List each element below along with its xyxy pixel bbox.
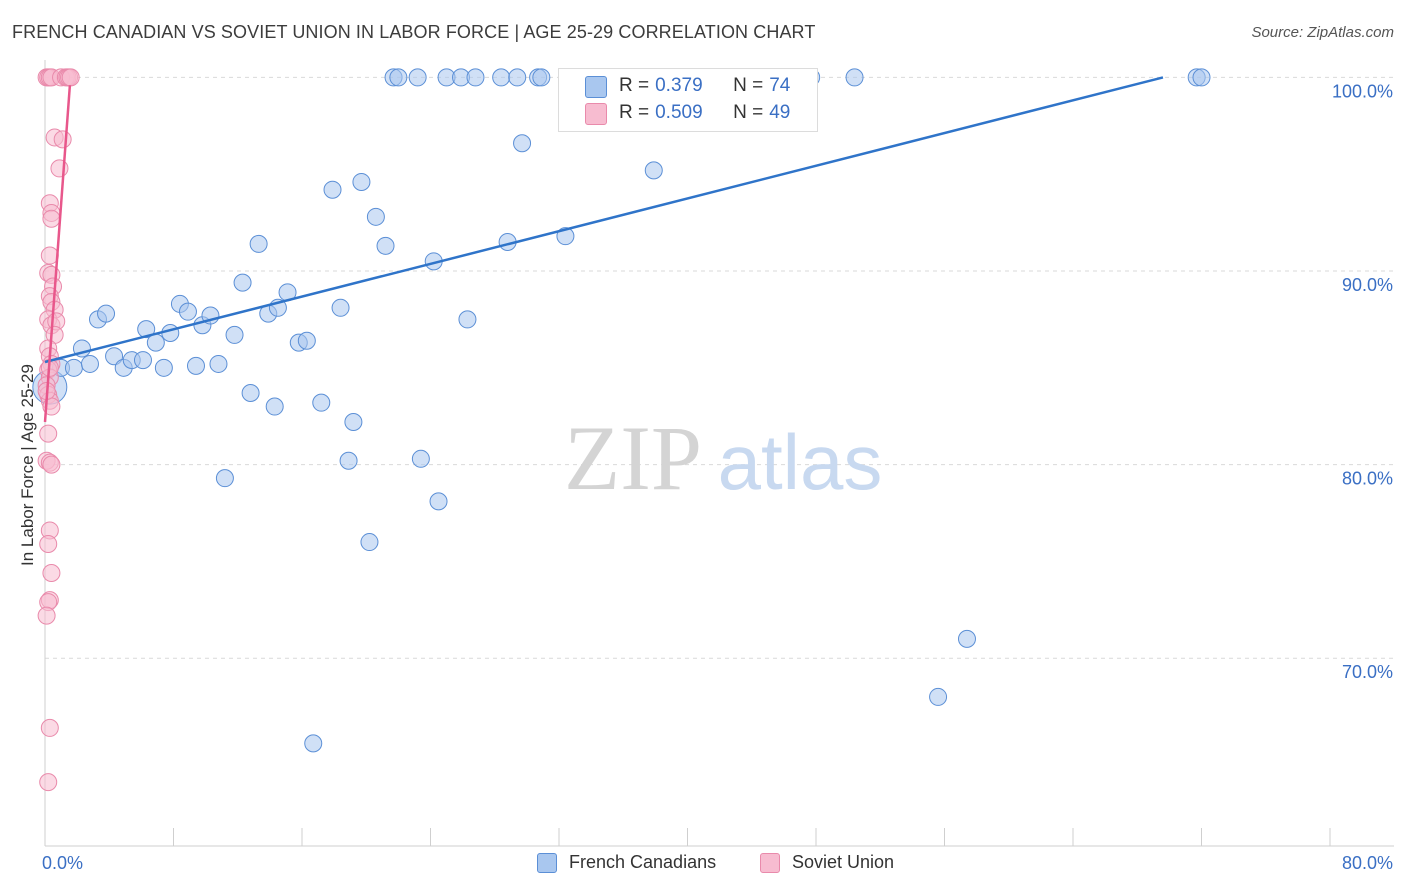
- point-french-canadians: [360, 533, 379, 552]
- tick-labels: 70.0% 80.0% 90.0% 100.0% 0.0% 80.0%: [42, 81, 1393, 873]
- y-tick-label: 80.0%: [1342, 469, 1393, 489]
- point-french-canadians: [331, 298, 350, 317]
- watermark: ZIP atlas: [564, 407, 882, 509]
- point-soviet-union: [37, 606, 56, 625]
- point-french-canadians: [556, 227, 575, 246]
- point-french-canadians: [408, 68, 427, 87]
- y-tick-label: 90.0%: [1342, 275, 1393, 295]
- legend-item-soviet-union[interactable]: Soviet Union: [760, 852, 894, 873]
- point-soviet-union: [39, 424, 58, 443]
- legend-item-french-canadians[interactable]: French Canadians: [537, 852, 716, 873]
- point-french-canadians: [339, 451, 358, 470]
- stat-r-label: R =: [619, 102, 650, 123]
- point-french-canadians: [225, 325, 244, 344]
- grid-lines: [45, 76, 1394, 659]
- legend-swatch-pink: [760, 852, 780, 873]
- point-french-canadians: [97, 304, 116, 323]
- point-french-canadians: [297, 331, 316, 350]
- point-french-canadians: [105, 347, 124, 366]
- point-french-canadians: [929, 687, 948, 706]
- point-french-canadians: [304, 734, 323, 753]
- stat-swatch-blue: [585, 76, 607, 98]
- point-french-canadians: [532, 68, 551, 87]
- point-french-canadians: [644, 161, 663, 180]
- y-tick-label: 70.0%: [1342, 662, 1393, 682]
- point-french-canadians: [513, 134, 532, 153]
- stat-n-value: 49: [769, 102, 791, 123]
- point-french-canadians: [233, 273, 252, 292]
- point-french-canadians: [389, 68, 408, 87]
- point-french-canadians: [186, 356, 205, 375]
- point-french-canadians: [80, 354, 99, 373]
- point-french-canadians: [154, 358, 173, 377]
- y-tick-label: 100.0%: [1332, 81, 1393, 101]
- stat-row-pink: R = 0.509 N = 49: [619, 100, 790, 126]
- stat-r-value: 0.509: [655, 102, 703, 123]
- stat-r-value: 0.379: [655, 75, 703, 96]
- stats-legend: R = 0.379 N = 74 R = 0.509 N = 49: [558, 68, 818, 132]
- point-french-canadians: [1192, 68, 1211, 87]
- point-french-canadians: [492, 68, 511, 87]
- point-french-canadians: [376, 236, 395, 255]
- stat-r-label: R =: [619, 75, 650, 96]
- point-french-canadians: [265, 397, 284, 416]
- stat-n-label: N =: [733, 102, 764, 123]
- bottom-legend: French Canadians Soviet Union: [0, 852, 1406, 878]
- point-french-canadians: [323, 180, 342, 199]
- point-soviet-union: [39, 773, 58, 792]
- point-french-canadians: [458, 310, 477, 329]
- point-french-canadians: [209, 354, 228, 373]
- x-tick-label-max: 80.0%: [1342, 853, 1393, 873]
- stat-row-blue: R = 0.379 N = 74: [619, 73, 790, 99]
- point-french-canadians: [146, 333, 165, 352]
- point-french-canadians: [64, 358, 83, 377]
- watermark-zip: ZIP: [564, 407, 702, 509]
- trendline-soviet-union: [43, 85, 72, 423]
- point-french-canadians: [411, 449, 430, 468]
- point-french-canadians: [133, 351, 152, 370]
- watermark-atlas: atlas: [718, 418, 883, 506]
- point-french-canadians: [241, 383, 260, 402]
- source-label: Source: ZipAtlas.com: [1251, 24, 1394, 41]
- point-soviet-union: [42, 564, 61, 583]
- legend-label: Soviet Union: [792, 852, 895, 872]
- point-soviet-union: [42, 209, 61, 228]
- trendlines: [43, 76, 1164, 423]
- trendline-french-canadians: [44, 76, 1164, 364]
- stat-n-label: N =: [733, 75, 764, 96]
- point-french-canadians: [161, 323, 180, 342]
- point-french-canadians: [344, 413, 363, 432]
- point-french-canadians: [352, 172, 371, 191]
- point-french-canadians: [178, 302, 197, 321]
- point-french-canadians: [249, 234, 268, 253]
- point-soviet-union: [39, 534, 58, 553]
- point-french-canadians: [366, 207, 385, 226]
- point-french-canadians: [429, 492, 448, 511]
- point-french-canadians: [215, 469, 234, 488]
- point-french-canadians: [957, 629, 976, 648]
- point-soviet-union: [42, 455, 61, 474]
- chart-title: FRENCH CANADIAN VS SOVIET UNION IN LABOR…: [12, 22, 816, 42]
- point-soviet-union: [61, 68, 80, 87]
- point-soviet-union: [40, 718, 59, 737]
- legend-label: French Canadians: [569, 852, 717, 872]
- point-soviet-union: [53, 130, 72, 149]
- x-tick-label-min: 0.0%: [42, 853, 83, 873]
- series-soviet-union: [37, 68, 80, 792]
- point-french-canadians: [137, 320, 156, 339]
- stat-swatch-pink: [585, 103, 607, 125]
- point-french-canadians: [845, 68, 864, 87]
- stat-n-value: 74: [769, 75, 791, 96]
- point-french-canadians: [466, 68, 485, 87]
- point-french-canadians: [312, 393, 331, 412]
- legend-swatch-blue: [537, 852, 557, 873]
- point-french-canadians: [508, 68, 527, 87]
